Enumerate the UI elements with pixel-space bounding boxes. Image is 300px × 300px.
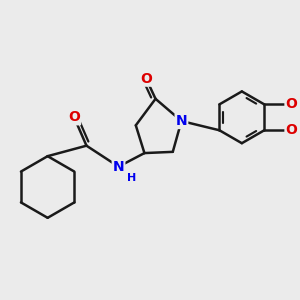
Text: N: N <box>176 114 187 128</box>
Text: O: O <box>286 123 297 137</box>
Text: H: H <box>128 173 137 183</box>
Text: O: O <box>140 72 152 86</box>
Text: O: O <box>286 98 297 111</box>
Text: N: N <box>113 160 124 174</box>
Text: O: O <box>68 110 80 124</box>
